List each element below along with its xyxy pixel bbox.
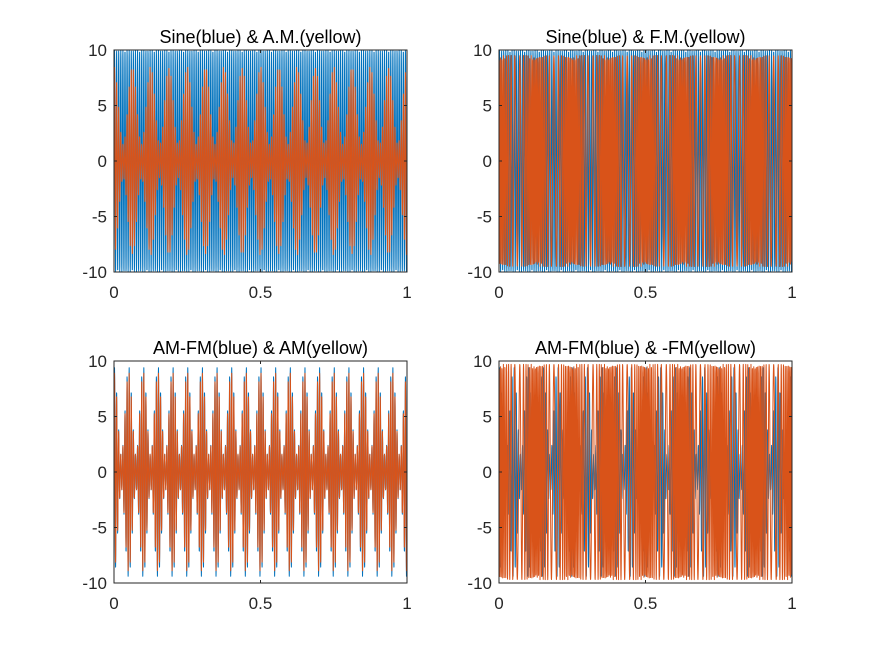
- x-tick-label: 0.5: [249, 594, 273, 613]
- series-group: [499, 50, 792, 272]
- chart-title: Sine(blue) & A.M.(yellow): [159, 27, 361, 47]
- x-tick-label: 1: [402, 594, 411, 613]
- series-group: [114, 50, 407, 272]
- subplot-3: 0 0.5 1 -10 -5 0 5 10 AM-FM(blue) & AM(yellow): [82, 338, 411, 613]
- x-tick-label: 0.5: [634, 283, 658, 302]
- x-tick-label: 0: [494, 594, 503, 613]
- chart-title: AM-FM(blue) & AM(yellow): [153, 338, 368, 358]
- series-group: [499, 363, 792, 581]
- y-tick-label: 5: [483, 97, 492, 116]
- series-group: [114, 367, 407, 577]
- y-tick-label: 10: [473, 41, 492, 60]
- y-tick-label: -10: [467, 263, 492, 282]
- y-tick-label: -10: [467, 574, 492, 593]
- y-tick-label: -5: [477, 208, 492, 227]
- y-tick-label: 10: [88, 352, 107, 371]
- y-tick-label: 5: [483, 408, 492, 427]
- y-tick-label: -10: [82, 574, 107, 593]
- x-tick-label: 0.5: [634, 594, 658, 613]
- subplot-1: 0 0.5 1 -10 -5 0 5 10 Sine(blue) & A.M.(yellow): [82, 27, 411, 302]
- x-tick-label: 0: [109, 283, 118, 302]
- series-line-2: [114, 372, 407, 572]
- y-tick-label: 5: [98, 97, 107, 116]
- series-line-2: [114, 66, 407, 256]
- x-tick-label: 1: [787, 594, 796, 613]
- series-line-2: [499, 363, 792, 581]
- y-tick-label: -10: [82, 263, 107, 282]
- chart-title: AM-FM(blue) & -FM(yellow): [535, 338, 756, 358]
- x-tick-label: 1: [787, 283, 796, 302]
- y-tick-label: -5: [92, 208, 107, 227]
- y-tick-label: -5: [477, 519, 492, 538]
- y-tick-label: 5: [98, 408, 107, 427]
- x-tick-label: 1: [402, 283, 411, 302]
- x-tick-label: 0: [109, 594, 118, 613]
- subplot-4: 0 0.5 1 -10 -5 0 5 10 AM-FM(blue) & -FM(yellow): [467, 338, 796, 613]
- y-tick-label: -5: [92, 519, 107, 538]
- subplot-2: 0 0.5 1 -10 -5 0 5 10 Sine(blue) & F.M.(yellow): [467, 27, 796, 302]
- y-tick-label: 0: [483, 152, 492, 171]
- x-tick-label: 0: [494, 283, 503, 302]
- x-tick-label: 0.5: [249, 283, 273, 302]
- y-tick-label: 0: [98, 152, 107, 171]
- y-tick-label: 10: [473, 352, 492, 371]
- chart-title: Sine(blue) & F.M.(yellow): [545, 27, 745, 47]
- series-line-2: [499, 55, 792, 267]
- y-tick-label: 0: [98, 463, 107, 482]
- y-tick-label: 0: [483, 463, 492, 482]
- y-tick-label: 10: [88, 41, 107, 60]
